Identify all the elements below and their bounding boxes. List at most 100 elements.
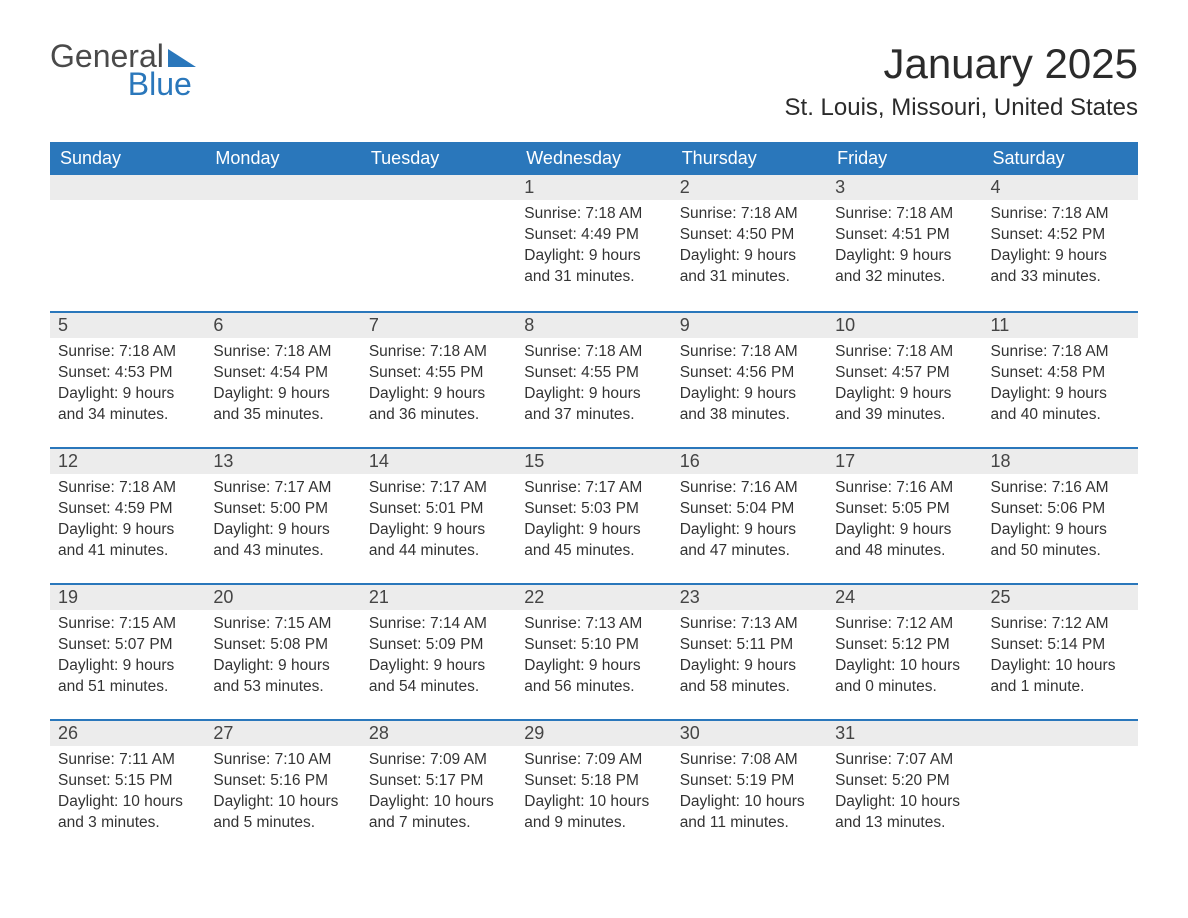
- weekday-header: Sunday: [50, 142, 205, 175]
- day-number: 30: [672, 719, 827, 746]
- daylight-line: Daylight: 9 hours and 43 minutes.: [213, 520, 352, 562]
- day-details: Sunrise: 7:18 AMSunset: 4:49 PMDaylight:…: [516, 200, 671, 296]
- sunrise-line: Sunrise: 7:08 AM: [680, 750, 819, 771]
- day-details: Sunrise: 7:18 AMSunset: 4:52 PMDaylight:…: [983, 200, 1138, 296]
- day-details: Sunrise: 7:16 AMSunset: 5:04 PMDaylight:…: [672, 474, 827, 570]
- sunset-line: Sunset: 5:07 PM: [58, 635, 197, 656]
- day-number: 12: [50, 447, 205, 474]
- day-details: Sunrise: 7:10 AMSunset: 5:16 PMDaylight:…: [205, 746, 360, 842]
- sunrise-line: Sunrise: 7:12 AM: [991, 614, 1130, 635]
- day-details: Sunrise: 7:18 AMSunset: 4:51 PMDaylight:…: [827, 200, 982, 296]
- sunrise-line: Sunrise: 7:18 AM: [991, 342, 1130, 363]
- calendar-cell: 6Sunrise: 7:18 AMSunset: 4:54 PMDaylight…: [205, 311, 360, 447]
- sunset-line: Sunset: 4:52 PM: [991, 225, 1130, 246]
- day-number: 13: [205, 447, 360, 474]
- daylight-line: Daylight: 9 hours and 40 minutes.: [991, 384, 1130, 426]
- sunset-line: Sunset: 4:55 PM: [524, 363, 663, 384]
- day-details: Sunrise: 7:13 AMSunset: 5:11 PMDaylight:…: [672, 610, 827, 706]
- empty-day-head: [50, 175, 205, 200]
- empty-day-head: [205, 175, 360, 200]
- calendar-cell: 4Sunrise: 7:18 AMSunset: 4:52 PMDaylight…: [983, 175, 1138, 311]
- daylight-line: Daylight: 9 hours and 48 minutes.: [835, 520, 974, 562]
- sunrise-line: Sunrise: 7:17 AM: [369, 478, 508, 499]
- day-details: Sunrise: 7:13 AMSunset: 5:10 PMDaylight:…: [516, 610, 671, 706]
- page-header: General Blue January 2025 St. Louis, Mis…: [50, 40, 1138, 122]
- daylight-line: Daylight: 10 hours and 1 minute.: [991, 656, 1130, 698]
- day-details: Sunrise: 7:15 AMSunset: 5:08 PMDaylight:…: [205, 610, 360, 706]
- day-number: 28: [361, 719, 516, 746]
- calendar-body: 1Sunrise: 7:18 AMSunset: 4:49 PMDaylight…: [50, 175, 1138, 855]
- day-number: 3: [827, 175, 982, 200]
- empty-day-head: [983, 719, 1138, 746]
- sunset-line: Sunset: 5:15 PM: [58, 771, 197, 792]
- sunset-line: Sunset: 4:54 PM: [213, 363, 352, 384]
- day-number: 18: [983, 447, 1138, 474]
- day-number: 7: [361, 311, 516, 338]
- day-number: 6: [205, 311, 360, 338]
- sunset-line: Sunset: 5:17 PM: [369, 771, 508, 792]
- sunset-line: Sunset: 4:53 PM: [58, 363, 197, 384]
- day-details: Sunrise: 7:08 AMSunset: 5:19 PMDaylight:…: [672, 746, 827, 842]
- daylight-line: Daylight: 9 hours and 36 minutes.: [369, 384, 508, 426]
- day-details: Sunrise: 7:18 AMSunset: 4:59 PMDaylight:…: [50, 474, 205, 570]
- calendar-week-row: 1Sunrise: 7:18 AMSunset: 4:49 PMDaylight…: [50, 175, 1138, 311]
- calendar-cell: [205, 175, 360, 311]
- sunset-line: Sunset: 5:12 PM: [835, 635, 974, 656]
- sunrise-line: Sunrise: 7:12 AM: [835, 614, 974, 635]
- day-number: 15: [516, 447, 671, 474]
- day-details: Sunrise: 7:09 AMSunset: 5:17 PMDaylight:…: [361, 746, 516, 842]
- day-number: 4: [983, 175, 1138, 200]
- daylight-line: Daylight: 9 hours and 37 minutes.: [524, 384, 663, 426]
- day-number: 5: [50, 311, 205, 338]
- daylight-line: Daylight: 10 hours and 3 minutes.: [58, 792, 197, 834]
- calendar-cell: 19Sunrise: 7:15 AMSunset: 5:07 PMDayligh…: [50, 583, 205, 719]
- day-number: 25: [983, 583, 1138, 610]
- calendar-cell: 15Sunrise: 7:17 AMSunset: 5:03 PMDayligh…: [516, 447, 671, 583]
- sunset-line: Sunset: 5:00 PM: [213, 499, 352, 520]
- day-number: 19: [50, 583, 205, 610]
- sunrise-line: Sunrise: 7:13 AM: [524, 614, 663, 635]
- calendar-cell: 5Sunrise: 7:18 AMSunset: 4:53 PMDaylight…: [50, 311, 205, 447]
- day-number: 22: [516, 583, 671, 610]
- calendar-cell: 1Sunrise: 7:18 AMSunset: 4:49 PMDaylight…: [516, 175, 671, 311]
- daylight-line: Daylight: 9 hours and 38 minutes.: [680, 384, 819, 426]
- empty-day-head: [361, 175, 516, 200]
- daylight-line: Daylight: 9 hours and 39 minutes.: [835, 384, 974, 426]
- day-number: 11: [983, 311, 1138, 338]
- sunset-line: Sunset: 5:03 PM: [524, 499, 663, 520]
- daylight-line: Daylight: 10 hours and 11 minutes.: [680, 792, 819, 834]
- day-details: Sunrise: 7:14 AMSunset: 5:09 PMDaylight:…: [361, 610, 516, 706]
- sunrise-line: Sunrise: 7:18 AM: [991, 204, 1130, 225]
- day-details: Sunrise: 7:09 AMSunset: 5:18 PMDaylight:…: [516, 746, 671, 842]
- weekday-header: Wednesday: [516, 142, 671, 175]
- sunset-line: Sunset: 5:08 PM: [213, 635, 352, 656]
- daylight-line: Daylight: 9 hours and 32 minutes.: [835, 246, 974, 288]
- day-details: Sunrise: 7:16 AMSunset: 5:06 PMDaylight:…: [983, 474, 1138, 570]
- sunset-line: Sunset: 5:09 PM: [369, 635, 508, 656]
- sunset-line: Sunset: 5:10 PM: [524, 635, 663, 656]
- title-block: January 2025 St. Louis, Missouri, United…: [785, 40, 1138, 122]
- day-details: Sunrise: 7:11 AMSunset: 5:15 PMDaylight:…: [50, 746, 205, 842]
- calendar-cell: 29Sunrise: 7:09 AMSunset: 5:18 PMDayligh…: [516, 719, 671, 855]
- day-number: 20: [205, 583, 360, 610]
- weekday-header-row: SundayMondayTuesdayWednesdayThursdayFrid…: [50, 142, 1138, 175]
- sunrise-line: Sunrise: 7:17 AM: [524, 478, 663, 499]
- daylight-line: Daylight: 9 hours and 41 minutes.: [58, 520, 197, 562]
- calendar-table: SundayMondayTuesdayWednesdayThursdayFrid…: [50, 142, 1138, 855]
- day-number: 9: [672, 311, 827, 338]
- sunrise-line: Sunrise: 7:15 AM: [58, 614, 197, 635]
- daylight-line: Daylight: 9 hours and 31 minutes.: [680, 246, 819, 288]
- day-details: Sunrise: 7:17 AMSunset: 5:01 PMDaylight:…: [361, 474, 516, 570]
- calendar-cell: 10Sunrise: 7:18 AMSunset: 4:57 PMDayligh…: [827, 311, 982, 447]
- calendar-cell: 23Sunrise: 7:13 AMSunset: 5:11 PMDayligh…: [672, 583, 827, 719]
- calendar-cell: 17Sunrise: 7:16 AMSunset: 5:05 PMDayligh…: [827, 447, 982, 583]
- calendar-cell: 9Sunrise: 7:18 AMSunset: 4:56 PMDaylight…: [672, 311, 827, 447]
- sunset-line: Sunset: 5:11 PM: [680, 635, 819, 656]
- day-details: Sunrise: 7:18 AMSunset: 4:55 PMDaylight:…: [361, 338, 516, 434]
- daylight-line: Daylight: 10 hours and 13 minutes.: [835, 792, 974, 834]
- calendar-cell: 7Sunrise: 7:18 AMSunset: 4:55 PMDaylight…: [361, 311, 516, 447]
- calendar-week-row: 5Sunrise: 7:18 AMSunset: 4:53 PMDaylight…: [50, 311, 1138, 447]
- day-number: 21: [361, 583, 516, 610]
- daylight-line: Daylight: 10 hours and 0 minutes.: [835, 656, 974, 698]
- sunrise-line: Sunrise: 7:18 AM: [58, 342, 197, 363]
